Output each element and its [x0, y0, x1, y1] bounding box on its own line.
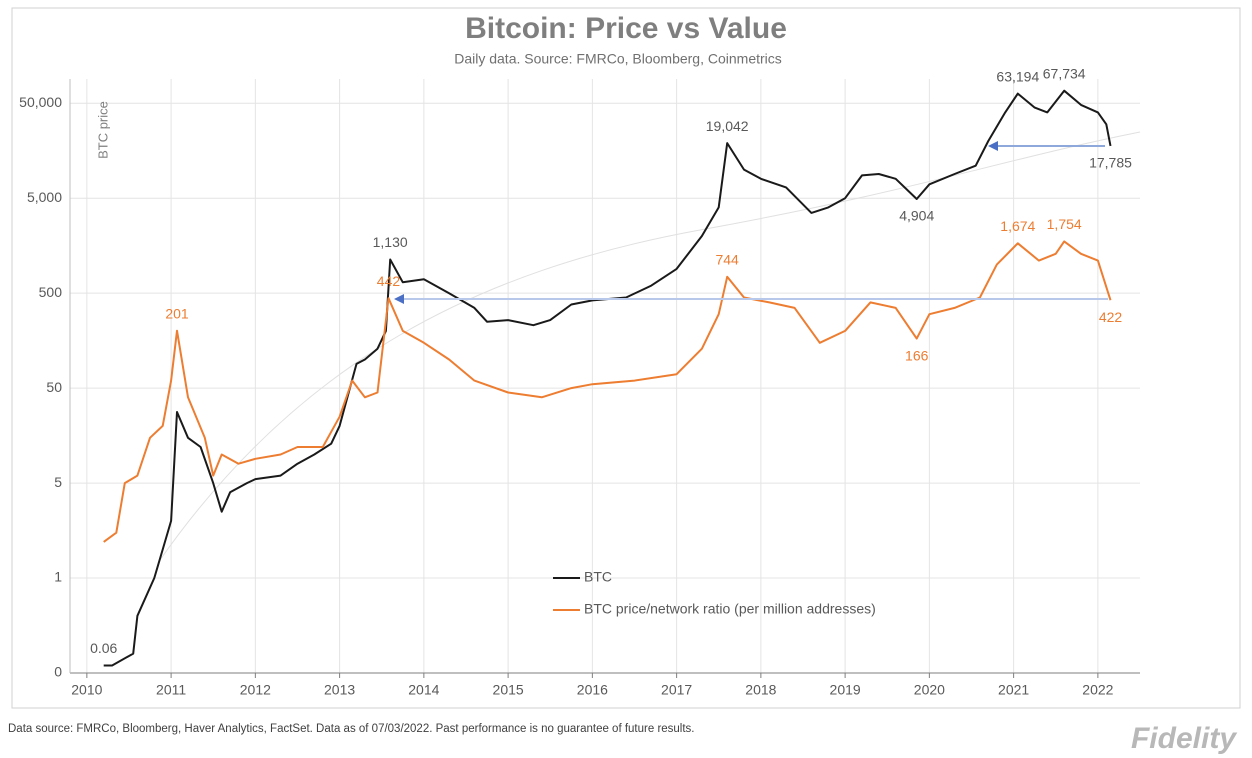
data-label: 442 — [377, 273, 401, 289]
data-label: 17,785 — [1089, 155, 1132, 171]
y-tick-label: 50 — [46, 379, 62, 395]
arrows — [394, 141, 1108, 304]
x-tick-label: 2014 — [408, 682, 439, 698]
x-tick-label: 2018 — [745, 682, 776, 698]
data-label: 1,754 — [1047, 216, 1082, 232]
data-label: 1,674 — [1000, 218, 1035, 234]
x-tick-label: 2017 — [661, 682, 692, 698]
grid — [70, 79, 1140, 674]
chart-title: Bitcoin: Price vs Value — [465, 12, 787, 45]
arrow-head — [394, 294, 404, 304]
data-label: 19,042 — [706, 118, 749, 134]
data-label: 67,734 — [1043, 65, 1086, 81]
x-tick-label: 2012 — [240, 682, 271, 698]
data-label: 166 — [905, 347, 929, 363]
logo: Fidelity — [1131, 722, 1237, 755]
y-tick-label: 0 — [54, 664, 62, 680]
x-tick-label: 2010 — [71, 682, 102, 698]
x-tick-label: 2022 — [1082, 682, 1113, 698]
y-tick-label: 1 — [54, 569, 62, 585]
legend-label: BTC price/network ratio (per million add… — [584, 601, 876, 617]
data-label: 1,130 — [373, 234, 408, 250]
arrow-head — [988, 141, 998, 151]
x-tick-label: 2015 — [493, 682, 524, 698]
data-label: 4,904 — [899, 208, 934, 224]
y-tick-label: 5 — [54, 474, 62, 490]
x-tick-label: 2021 — [998, 682, 1029, 698]
footnote: Data source: FMRCo, Bloomberg, Haver Ana… — [8, 723, 695, 735]
x-tick-label: 2016 — [577, 682, 608, 698]
y-tick-label: 50,000 — [19, 94, 62, 110]
data-label: 422 — [1099, 309, 1123, 325]
trend-curve — [159, 131, 1141, 561]
data-label: 744 — [715, 251, 739, 267]
x-tick-label: 2013 — [324, 682, 355, 698]
x-tick-label: 2020 — [914, 682, 945, 698]
data-label: 63,194 — [996, 68, 1039, 84]
y-tick-label: 500 — [39, 284, 63, 300]
data-label: 201 — [165, 305, 189, 321]
x-tick-label: 2019 — [830, 682, 861, 698]
data-label: 0.06 — [90, 640, 117, 656]
chart-subtitle: Daily data. Source: FMRCo, Bloomberg, Co… — [454, 51, 782, 67]
x-tick-label: 2011 — [156, 682, 186, 698]
legend-label: BTC — [584, 569, 612, 585]
series-group: 0.06 1,130 19,042 4,904 63,194 67,734 17,785 20… — [90, 65, 1132, 667]
legend: BTC BTC price/network ratio (per million … — [553, 569, 876, 617]
series-line — [103, 240, 1112, 543]
y-axis-label: BTC price — [95, 101, 110, 159]
y-tick-label: 5,000 — [27, 189, 62, 205]
chart-frame — [11, 7, 1241, 709]
series-line — [103, 89, 1112, 667]
